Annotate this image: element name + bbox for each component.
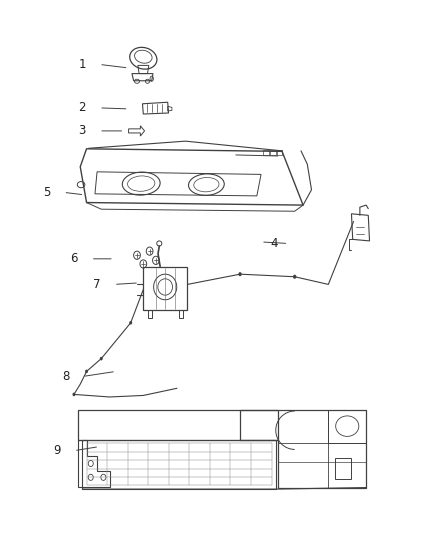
Text: 1: 1	[78, 58, 86, 71]
Text: 9: 9	[53, 444, 61, 457]
Ellipse shape	[293, 274, 297, 279]
Ellipse shape	[85, 369, 88, 373]
Bar	[335, 458, 351, 479]
Text: 7: 7	[93, 278, 101, 291]
Bar	[263, 150, 268, 155]
Bar	[277, 150, 283, 155]
Text: 2: 2	[78, 101, 86, 115]
Text: 5: 5	[43, 186, 50, 199]
Bar	[270, 150, 276, 155]
Text: 4: 4	[270, 237, 277, 250]
Ellipse shape	[100, 357, 103, 360]
Ellipse shape	[238, 272, 242, 276]
Text: 8: 8	[62, 370, 69, 383]
Ellipse shape	[129, 321, 132, 325]
Ellipse shape	[72, 393, 75, 396]
Text: 3: 3	[79, 124, 86, 138]
Text: 6: 6	[70, 252, 78, 265]
